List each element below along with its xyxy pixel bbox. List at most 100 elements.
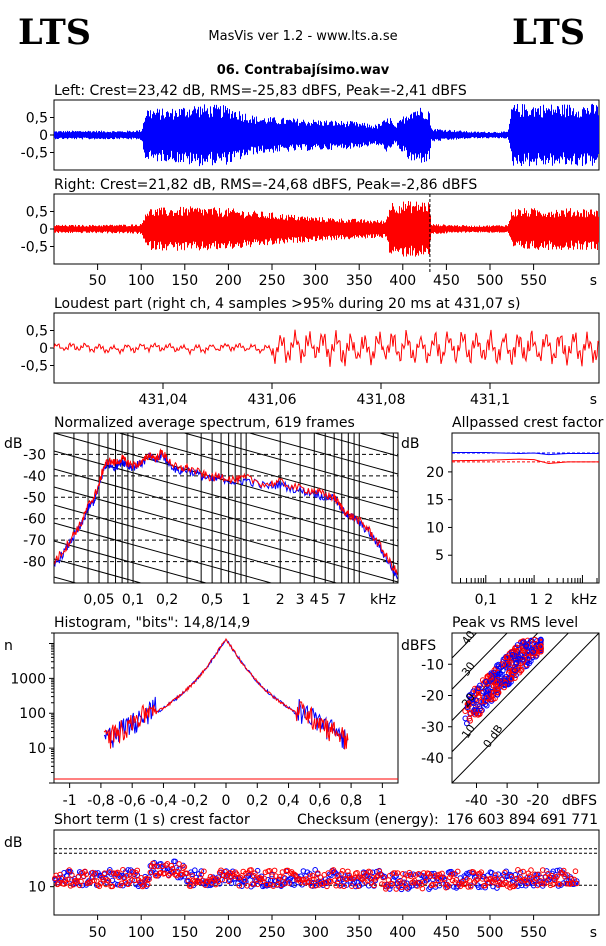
shortterm-point xyxy=(275,876,282,883)
shortterm-xtick-label: 350 xyxy=(346,925,373,941)
shortterm-point xyxy=(503,868,509,875)
right-ytick-label: 0 xyxy=(39,222,48,238)
allpassed-ytick-label: 5 xyxy=(435,548,444,564)
shortterm-point xyxy=(269,873,275,880)
shortterm-point xyxy=(52,875,58,882)
shortterm-point xyxy=(244,882,250,889)
shortterm-point xyxy=(257,875,264,881)
loudest-xtick-label: 431,04 xyxy=(139,392,188,408)
shortterm-point xyxy=(549,872,555,879)
shortterm-point xyxy=(320,880,326,886)
shortterm-point xyxy=(524,880,530,887)
shortterm-xtick-label: 150 xyxy=(171,925,198,941)
loudest-xtick-label: 431,1 xyxy=(470,392,510,408)
right-xtick-label: 400 xyxy=(389,273,416,289)
shortterm-point xyxy=(104,877,110,883)
peakrms-point xyxy=(502,681,509,688)
shortterm-point xyxy=(180,865,186,872)
spectrum-slope-line xyxy=(312,433,398,457)
shortterm-point xyxy=(134,867,141,874)
peakrms-ylabel: dBFS xyxy=(401,638,436,654)
shortterm-point xyxy=(407,873,414,880)
spectrum-slope-line xyxy=(54,558,143,583)
shortterm-point xyxy=(410,879,417,885)
spectrum-slope-line xyxy=(117,433,398,511)
allpassed-xunit: kHz xyxy=(571,592,597,608)
spectrum-ytick-label: -60 xyxy=(23,512,46,528)
shortterm-point xyxy=(346,872,352,879)
shortterm-point xyxy=(171,868,177,875)
shortterm-point xyxy=(338,870,345,877)
shortterm-point xyxy=(143,875,150,882)
shortterm-point xyxy=(516,877,523,883)
histogram-ytick-label: 100 xyxy=(19,706,46,722)
shortterm-point xyxy=(419,878,426,885)
shortterm-point xyxy=(109,883,116,890)
shortterm-point xyxy=(172,858,179,865)
shortterm-point xyxy=(311,876,317,883)
shortterm-point xyxy=(398,884,405,891)
shortterm-point xyxy=(490,879,496,886)
shortterm-point xyxy=(84,880,91,887)
right-xtick-label: 350 xyxy=(346,273,373,289)
shortterm-xtick-label: 500 xyxy=(477,925,504,941)
shortterm-point xyxy=(386,872,393,879)
shortterm-point xyxy=(428,882,435,889)
spectrum-xtick-label: 0,1 xyxy=(122,592,144,608)
peakrms-point xyxy=(505,669,512,676)
left-ytick-label: 0 xyxy=(39,128,48,144)
shortterm-point xyxy=(271,867,278,874)
shortterm-point xyxy=(273,873,279,879)
shortterm-point xyxy=(367,869,373,876)
allpassed-xtick-label: 1 xyxy=(530,592,539,608)
shortterm-point xyxy=(201,868,207,875)
shortterm-point xyxy=(109,877,116,884)
peakrms-point xyxy=(467,710,474,716)
spectrum-xtick-label: 1 xyxy=(242,592,251,608)
allpassed-ytick-label: 20 xyxy=(426,465,444,481)
shortterm-xtick-label: 250 xyxy=(259,925,286,941)
shortterm-point xyxy=(75,873,82,880)
histogram-title: Histogram, "bits": 14,8/14,9 xyxy=(54,615,250,631)
peakrms-frame xyxy=(451,632,600,784)
shortterm-point xyxy=(105,878,112,884)
right-xtick-label: 50 xyxy=(89,273,107,289)
right-title: Right: Crest=21,82 dB, RMS=-24,68 dBFS, … xyxy=(54,177,477,193)
histogram-xtick-label: -0,2 xyxy=(181,793,208,809)
shortterm-frame xyxy=(53,829,600,916)
shortterm-point xyxy=(563,877,570,884)
histogram-ylabel: n xyxy=(4,638,13,654)
shortterm-point xyxy=(274,881,281,888)
peakrms-point xyxy=(537,644,544,651)
shortterm-point xyxy=(546,874,553,880)
right-xunit: s xyxy=(590,273,597,289)
shortterm-point xyxy=(148,863,155,869)
histogram-xtick-label: -0,8 xyxy=(87,793,114,809)
peakrms-diagonal-label: 30 xyxy=(459,660,478,679)
spectrum-xtick-label: 5 xyxy=(321,592,330,608)
peakrms-point xyxy=(526,660,533,667)
peakrms-point xyxy=(475,685,482,692)
shortterm-point xyxy=(572,868,579,875)
shortterm-point xyxy=(151,863,158,870)
shortterm-point xyxy=(431,873,437,879)
shortterm-point xyxy=(114,869,121,876)
shortterm-point xyxy=(430,881,436,888)
shortterm-point xyxy=(508,873,515,880)
shortterm-point xyxy=(533,874,540,881)
right-xtick-label: 100 xyxy=(128,273,155,289)
peakrms-point xyxy=(537,648,544,655)
shortterm-point xyxy=(400,870,406,877)
peakrms-point xyxy=(501,677,508,684)
shortterm-point xyxy=(422,879,428,885)
shortterm-point xyxy=(282,880,288,886)
shortterm-point xyxy=(515,883,521,889)
right-xtick-label: 500 xyxy=(477,273,504,289)
shortterm-point xyxy=(155,863,162,870)
shortterm-point xyxy=(363,872,369,878)
shortterm-point xyxy=(241,876,248,883)
peakrms-point xyxy=(503,673,510,680)
shortterm-xtick-label: 300 xyxy=(302,925,329,941)
shortterm-point xyxy=(66,867,73,873)
